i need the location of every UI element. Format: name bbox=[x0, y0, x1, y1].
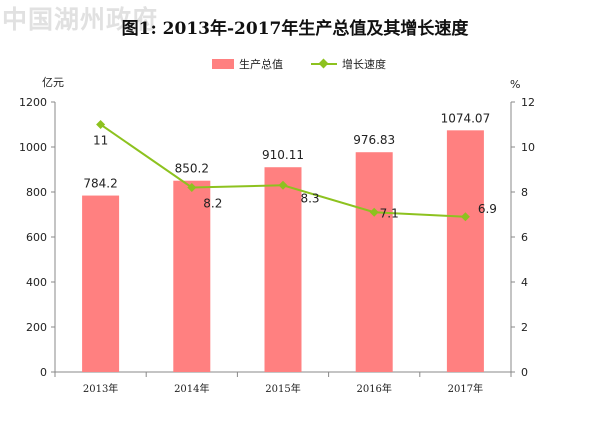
x-axis-tick-label: 2017年 bbox=[448, 382, 483, 395]
growth-value-label: 8.3 bbox=[300, 191, 319, 205]
bar-value-label: 784.2 bbox=[83, 177, 117, 191]
growth-value-label: 11 bbox=[93, 134, 108, 148]
legend-bar-label: 生产总值 bbox=[239, 58, 283, 71]
bar-value-label: 1074.07 bbox=[441, 111, 491, 125]
right-axis-tick-label: 12 bbox=[521, 96, 535, 109]
x-axis-tick-label: 2015年 bbox=[265, 382, 300, 395]
right-axis-tick-label: 10 bbox=[521, 141, 535, 154]
left-axis-tick-label: 400 bbox=[26, 276, 47, 289]
x-axis-tick-label: 2013年 bbox=[83, 382, 118, 395]
bar bbox=[355, 152, 393, 372]
bar bbox=[82, 195, 120, 372]
legend-line-swatch bbox=[311, 59, 337, 69]
growth-point bbox=[187, 183, 197, 192]
growth-point bbox=[460, 212, 470, 222]
left-axis-tick-label: 800 bbox=[26, 186, 47, 199]
bar bbox=[264, 167, 302, 372]
right-axis-unit: % bbox=[510, 78, 521, 91]
left-axis-tick-label: 600 bbox=[26, 231, 47, 244]
legend-line-label: 增长速度 bbox=[342, 58, 386, 71]
legend: 生产总值 增长速度 bbox=[212, 56, 386, 72]
left-axis-tick-label: 1200 bbox=[19, 96, 47, 109]
bar-value-label: 910.11 bbox=[262, 148, 304, 162]
bar bbox=[173, 180, 211, 372]
bar-value-label: 850.2 bbox=[175, 162, 209, 176]
right-axis-tick-label: 4 bbox=[521, 276, 528, 289]
right-axis-tick-label: 2 bbox=[521, 321, 528, 334]
left-axis-tick-label: 0 bbox=[40, 366, 47, 379]
bar bbox=[446, 130, 484, 372]
growth-value-label: 7.1 bbox=[380, 206, 399, 220]
left-axis-tick-label: 1000 bbox=[19, 141, 47, 154]
growth-point bbox=[96, 120, 106, 129]
growth-value-label: 6.9 bbox=[478, 202, 497, 216]
watermark-text: 中国湖州政府 bbox=[2, 5, 159, 34]
growth-point bbox=[369, 207, 379, 217]
growth-point bbox=[278, 180, 288, 190]
right-axis-tick-label: 8 bbox=[521, 186, 528, 199]
legend-bar-swatch bbox=[212, 59, 234, 69]
right-axis-tick-label: 6 bbox=[521, 231, 528, 244]
growth-value-label: 8.2 bbox=[203, 197, 222, 211]
left-axis-unit: 亿元 bbox=[42, 76, 64, 89]
right-axis-tick-label: 0 bbox=[521, 366, 528, 379]
x-axis-tick-label: 2014年 bbox=[174, 382, 209, 395]
bar-value-label: 976.83 bbox=[353, 133, 395, 147]
left-axis-tick-label: 200 bbox=[26, 321, 47, 334]
x-axis-tick-label: 2016年 bbox=[356, 382, 391, 395]
chart-title: 图1: 2013年-2017年生产总值及其增长速度 bbox=[121, 19, 469, 39]
